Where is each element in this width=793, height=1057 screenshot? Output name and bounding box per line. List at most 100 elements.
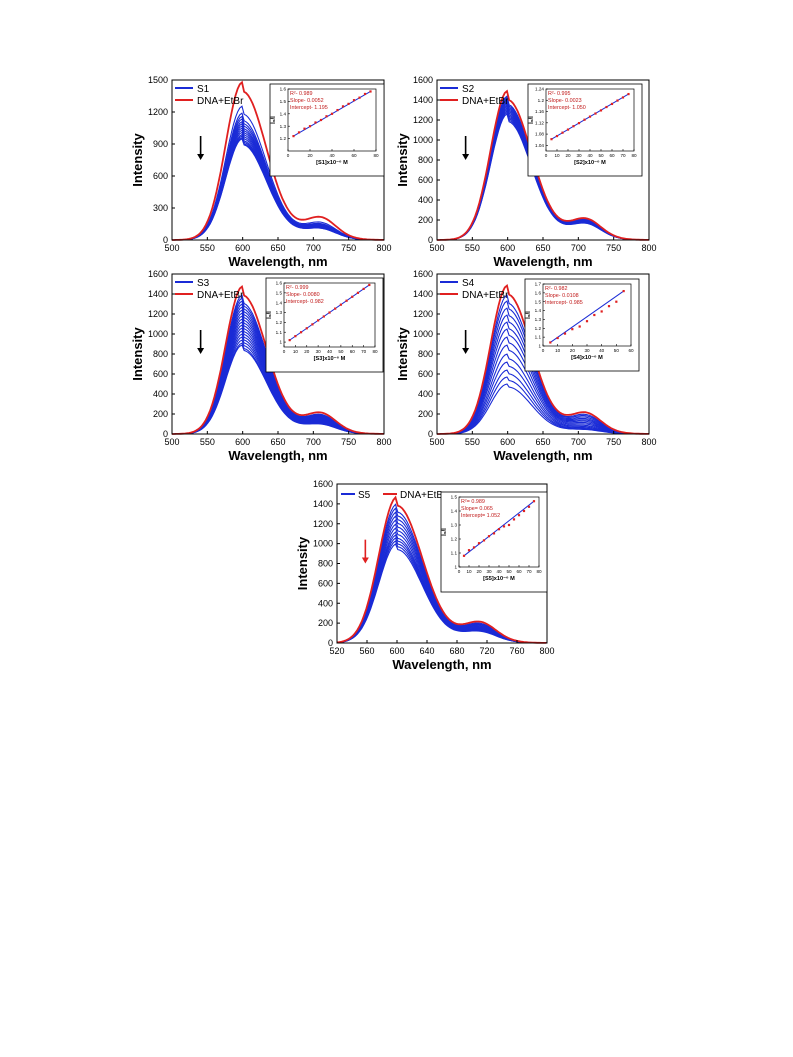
inset-y-tick-label: 1.4 xyxy=(276,300,283,305)
inset-data-point xyxy=(578,325,581,328)
inset-x-tick-label: 10 xyxy=(293,349,299,354)
inset-x-tick-label: 60 xyxy=(609,153,615,158)
inset-y-tick-label: 1.6 xyxy=(276,281,283,286)
inset-y-tick-label: 1.2 xyxy=(538,98,545,103)
y-tick-label: 600 xyxy=(418,175,433,185)
inset-data-point xyxy=(550,138,553,141)
x-tick-label: 600 xyxy=(389,646,404,656)
inset-y-tick-label: 1.4 xyxy=(535,308,542,313)
y-tick-label: 1400 xyxy=(413,95,433,105)
chart-s3: 500 550 600 650 700 750 8000200400600800100012… xyxy=(130,269,392,463)
x-tick-label: 650 xyxy=(535,437,550,447)
inset-data-point xyxy=(492,532,496,535)
inset-x-tick-label: 40 xyxy=(496,569,502,574)
x-tick-label: 760 xyxy=(509,646,524,656)
inset-y-tick-label: 1.08 xyxy=(535,132,544,137)
inset-x-tick-label: 60 xyxy=(351,153,357,158)
x-tick-label: 750 xyxy=(606,437,621,447)
x-tick-label: 650 xyxy=(270,243,285,253)
y-tick-label: 1600 xyxy=(413,75,433,85)
y-tick-label: 1200 xyxy=(148,309,168,319)
x-tick-label: 500 xyxy=(164,437,179,447)
inset-x-tick-label: 60 xyxy=(350,349,356,354)
x-axis-label: Wavelength, nm xyxy=(228,448,327,463)
inset-y-tick-label: 1.6 xyxy=(280,87,287,92)
inset-data-point xyxy=(555,134,559,138)
inset-data-point xyxy=(356,291,360,294)
y-tick-label: 200 xyxy=(418,409,433,419)
quench-arrow-head xyxy=(462,348,470,354)
spectra-group xyxy=(437,89,649,241)
y-tick-label: 800 xyxy=(418,155,433,165)
inset-annotation: R²= 0.989 xyxy=(461,499,485,505)
inset-data-point xyxy=(363,92,367,96)
inset-y-tick-label: 1 xyxy=(538,344,541,349)
x-tick-label: 600 xyxy=(235,243,250,253)
inset-data-point xyxy=(566,128,570,131)
inset-x-tick-label: 80 xyxy=(536,569,542,574)
inset-annotation: Slope- 0.0080 xyxy=(286,292,320,298)
inset-data-point xyxy=(328,311,331,314)
x-axis-label: Wavelength, nm xyxy=(392,657,491,672)
x-tick-label: 600 xyxy=(235,437,250,447)
inset-box xyxy=(524,278,640,372)
inset-data-point xyxy=(627,92,630,96)
y-tick-label: 1600 xyxy=(413,269,433,279)
legend-label: DNA+EtBr xyxy=(197,96,244,107)
inset-data-point xyxy=(482,539,486,542)
inset-data-point xyxy=(345,299,348,302)
inset-x-tick-label: 30 xyxy=(584,348,590,353)
inset-y-tick-label: 1.2 xyxy=(535,326,542,331)
inset-x-tick-label: 50 xyxy=(598,153,604,158)
inset-data-point xyxy=(369,90,372,93)
y-tick-label: 1400 xyxy=(413,289,433,299)
inset-data-point xyxy=(549,341,552,344)
inset-y-tick-label: 1.6 xyxy=(535,290,542,295)
y-tick-label: 0 xyxy=(328,638,333,648)
y-tick-label: 200 xyxy=(318,618,333,628)
inset-x-tick-label: 40 xyxy=(599,348,605,353)
quench-arrow-head xyxy=(197,154,205,160)
inset-data-point xyxy=(621,96,625,99)
inset-annotation: Intercept- 0.982 xyxy=(286,299,324,305)
inset-x-axis-label: [S1]x10⁻⁶ M xyxy=(316,160,348,166)
inset-y-tick-label: 1.5 xyxy=(276,290,283,295)
y-axis-label: Intensity xyxy=(395,327,410,381)
inset-x-tick-label: 50 xyxy=(506,569,512,574)
inset-data-point xyxy=(522,509,526,513)
inset-y-tick-label: 1.1 xyxy=(535,335,542,340)
x-tick-label: 700 xyxy=(306,243,321,253)
inset-x-tick-label: 40 xyxy=(587,153,593,158)
legend-label: S3 xyxy=(197,278,210,289)
inset-annotation: Slope- 0.0052 xyxy=(290,98,324,104)
y-tick-label: 1000 xyxy=(413,329,433,339)
x-tick-label: 800 xyxy=(376,243,391,253)
inset-data-point xyxy=(322,315,325,318)
inset-x-tick-label: 20 xyxy=(304,349,310,354)
quench-arrow-head xyxy=(462,154,470,160)
x-tick-label: 800 xyxy=(641,437,656,447)
inset-y-tick-label: 1 xyxy=(454,565,457,570)
y-tick-label: 800 xyxy=(418,349,433,359)
inset-plot: 0 20 40 60 80 1.2 1.3 1.4 1.5 1.6 [S1]x10⁻⁶ M I₀/I R… xyxy=(269,83,385,177)
inset-y-axis-label: I₀/I xyxy=(442,528,448,536)
inset-y-tick-label: 1.4 xyxy=(280,111,287,116)
y-tick-label: 600 xyxy=(153,171,168,181)
inset-x-tick-label: 30 xyxy=(486,569,492,574)
inset-plot: 0 10 20 30 40 50 60 70 80 1 1.1 1.2 1.3 1.4 1.5 1.6 [S3]… xyxy=(265,277,384,373)
inset-x-tick-label: 0 xyxy=(287,153,290,158)
inset-data-point xyxy=(358,96,361,99)
inset-x-axis-label: [S4]x10⁻⁶ M xyxy=(571,355,603,361)
x-tick-label: 550 xyxy=(200,437,215,447)
inset-data-point xyxy=(571,328,574,331)
inset-x-tick-label: 20 xyxy=(307,153,313,158)
x-tick-label: 600 xyxy=(500,437,515,447)
inset-data-point xyxy=(517,514,521,517)
inset-data-point xyxy=(497,528,501,531)
inset-x-tick-label: 60 xyxy=(516,569,522,574)
legend: S5 DNA+EtBr xyxy=(341,490,447,501)
x-tick-label: 800 xyxy=(641,243,656,253)
x-tick-label: 500 xyxy=(429,243,444,253)
inset-data-point xyxy=(336,108,339,112)
